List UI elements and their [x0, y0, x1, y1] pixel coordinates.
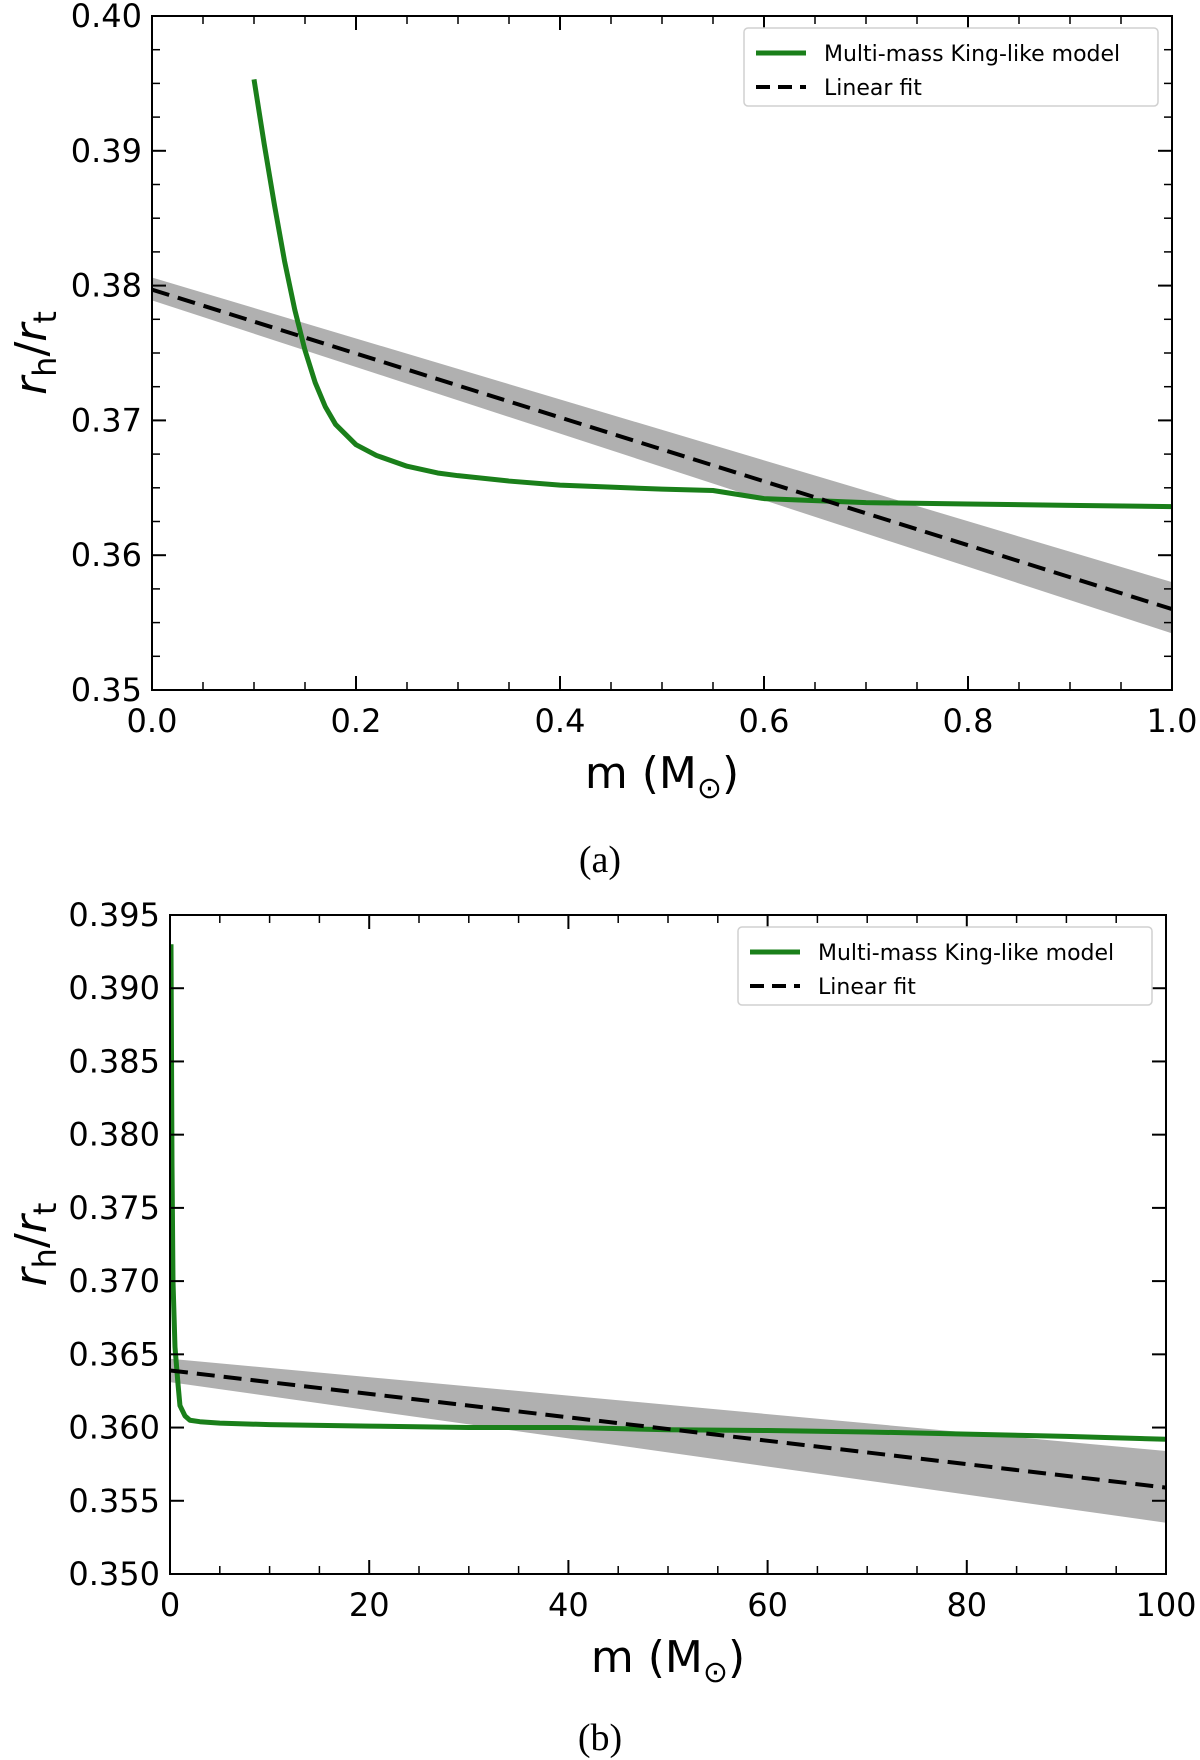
panel-a-ytick-label: 0.37 — [71, 401, 142, 439]
panel-b-legend-label: Linear fit — [818, 975, 916, 1000]
panel-a-xtick-label: 0.0 — [127, 702, 178, 740]
panel-b-xtick-label: 80 — [946, 1586, 987, 1624]
panel-a-chart: 0.0 0.2 0.4 0.6 0.8 1.0 0.35 0.36 0.37 0.38 0.39 0.… — [6, 0, 1197, 806]
panel-b-xtick-label: 100 — [1135, 1586, 1196, 1624]
panel-b-confidence-band — [170, 1358, 1166, 1523]
panel-b-ytick-label: 0.395 — [68, 896, 160, 934]
panel-b-ytick-label: 0.370 — [68, 1262, 160, 1300]
panel-a-xtick-label: 0.8 — [943, 702, 994, 740]
panel-b-linear-fit-line — [170, 1368, 1166, 1490]
panel-a-king-model-line — [251, 78, 1172, 510]
panel-b-caption: (b) — [578, 1717, 622, 1759]
panel-b-xtick-label: 40 — [548, 1586, 589, 1624]
panel-a-legend: Multi-mass King-like model Linear fit — [743, 27, 1159, 107]
panel-b-plot-area — [170, 944, 1166, 1523]
panel-b-ytick-label: 0.375 — [68, 1189, 160, 1227]
panel-b-ytick-label: 0.360 — [68, 1409, 160, 1447]
panel-a-x-axis-label: m (M⊙) — [585, 748, 739, 806]
panel-a-xtick-label: 1.0 — [1147, 702, 1198, 740]
panel-b-legend: Multi-mass King-like model Linear fit — [737, 926, 1153, 1006]
panel-b-king-model-line — [170, 944, 1166, 1442]
panel-a-xtick-label: 0.4 — [535, 702, 586, 740]
panel-b-xtick-label: 20 — [349, 1586, 390, 1624]
panel-a-legend-label: Linear fit — [824, 76, 922, 101]
panel-a-legend-label: Multi-mass King-like model — [824, 42, 1120, 67]
panel-b-ytick-label: 0.390 — [68, 969, 160, 1007]
panel-b-chart: 0 20 40 60 80 100 0.350 0.355 0.360 0.365 0.370 0.3… — [6, 896, 1197, 1690]
panel-b-y-axis-label: rh/rt — [6, 1203, 64, 1287]
panel-b-ytick-label: 0.350 — [68, 1555, 160, 1593]
panel-a-y-axis-label: rh/rt — [6, 311, 64, 395]
panel-a-ytick-label: 0.40 — [71, 0, 142, 35]
panel-a-ytick-label: 0.35 — [71, 671, 142, 709]
panel-a-xtick-label: 0.2 — [331, 702, 382, 740]
panel-a-linear-fit-line — [152, 287, 1172, 612]
panel-b-x-axis-label: m (M⊙) — [591, 1632, 745, 1690]
panel-b-ytick-label: 0.380 — [68, 1116, 160, 1154]
panel-a-ytick-label: 0.36 — [71, 536, 142, 574]
panel-b-xtick-label: 0 — [160, 1586, 180, 1624]
panel-a-ytick-label: 0.38 — [71, 267, 142, 305]
panel-a-plot-area — [152, 78, 1172, 634]
panel-a-xtick-label: 0.6 — [739, 702, 790, 740]
panel-a-legend-box — [743, 27, 1159, 107]
panel-a-caption: (a) — [579, 839, 621, 881]
panel-b-ytick-label: 0.365 — [68, 1335, 160, 1373]
panel-a-ytick-label: 0.39 — [71, 132, 142, 170]
panel-b-legend-label: Multi-mass King-like model — [818, 941, 1114, 966]
panel-b-xtick-label: 60 — [747, 1586, 788, 1624]
panel-b-legend-box — [737, 926, 1153, 1006]
panel-b-ytick-label: 0.385 — [68, 1042, 160, 1080]
panel-a-confidence-band — [152, 277, 1172, 634]
panel-b-ytick-label: 0.355 — [68, 1482, 160, 1520]
